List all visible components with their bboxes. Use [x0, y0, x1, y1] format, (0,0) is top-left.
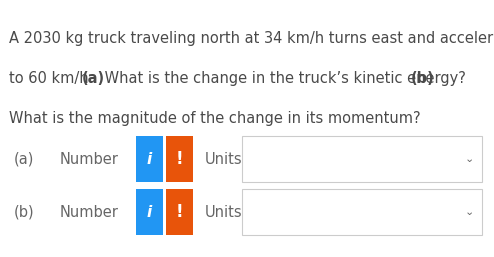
Text: What is the change in the truck’s kinetic energy?: What is the change in the truck’s kineti… [100, 71, 471, 86]
Text: !: ! [176, 203, 184, 221]
Text: !: ! [176, 150, 184, 168]
Text: ⌄: ⌄ [465, 207, 474, 217]
FancyBboxPatch shape [242, 136, 482, 182]
Text: Units: Units [205, 152, 243, 167]
Text: Units: Units [205, 205, 243, 219]
Text: i: i [147, 205, 152, 219]
FancyBboxPatch shape [166, 189, 193, 235]
Text: What is the magnitude of the change in its momentum?: What is the magnitude of the change in i… [9, 111, 420, 125]
Text: i: i [147, 152, 152, 167]
Text: A 2030 kg truck traveling north at 34 km/h turns east and accelerates: A 2030 kg truck traveling north at 34 km… [9, 31, 494, 46]
Text: (a): (a) [82, 71, 105, 86]
FancyBboxPatch shape [242, 189, 482, 235]
Text: ⌄: ⌄ [465, 154, 474, 164]
Text: Number: Number [59, 152, 118, 167]
FancyBboxPatch shape [136, 136, 163, 182]
FancyBboxPatch shape [166, 136, 193, 182]
FancyBboxPatch shape [163, 136, 166, 182]
Text: (a): (a) [14, 152, 34, 167]
FancyBboxPatch shape [163, 189, 166, 235]
Text: to 60 km/h.: to 60 km/h. [9, 71, 98, 86]
Text: (b): (b) [14, 205, 35, 219]
Text: (b): (b) [411, 71, 435, 86]
FancyBboxPatch shape [136, 189, 163, 235]
Text: Number: Number [59, 205, 118, 219]
